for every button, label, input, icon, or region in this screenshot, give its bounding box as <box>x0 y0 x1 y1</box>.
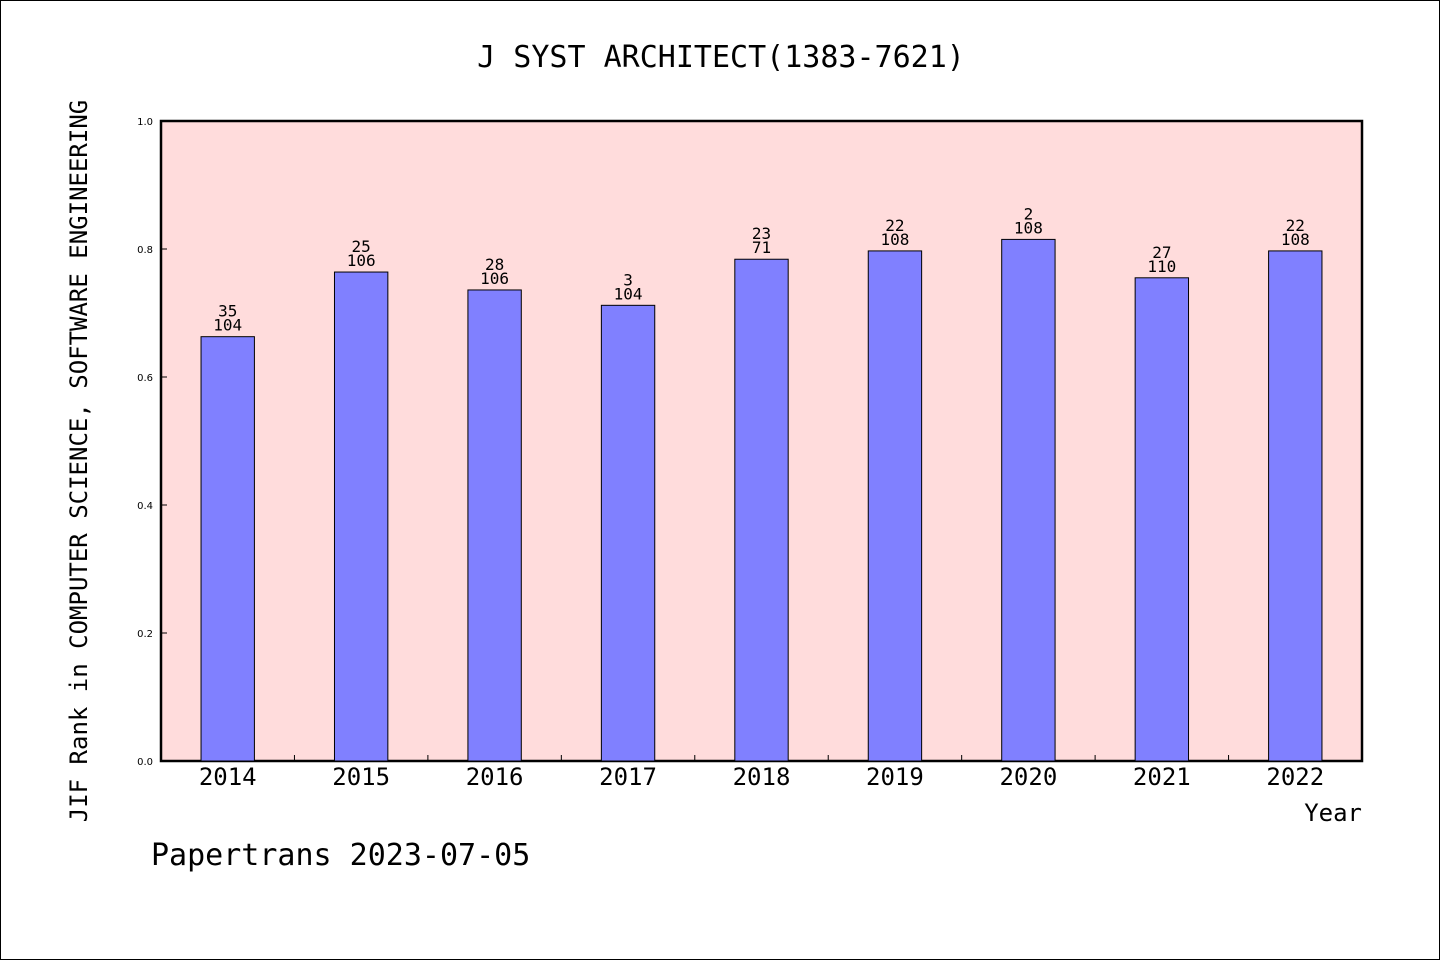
y-tick-label: 0.2 <box>137 629 153 640</box>
bar-rank-label: 35 <box>218 302 237 321</box>
bar-total-label: 71 <box>752 238 771 257</box>
bar-rank-label: 2 <box>1024 204 1034 223</box>
bar-2014 <box>200 336 255 762</box>
chart-title: J SYST ARCHITECT(1383-7621) <box>477 40 965 75</box>
bar-rank-label: 28 <box>485 255 504 274</box>
x-tick-label: 2018 <box>733 763 791 791</box>
y-axis-label: JIF Rank in COMPUTER SCIENCE, SOFTWARE E… <box>65 100 93 822</box>
bar-2017 <box>600 304 656 762</box>
y-tick-label: 1.0 <box>137 117 153 128</box>
bar-2019 <box>867 250 923 762</box>
y-tick-label: 0.8 <box>137 245 153 256</box>
x-tick-label: 2022 <box>1266 763 1324 791</box>
bar-total-label: 108 <box>1014 218 1043 237</box>
bar-total-label: 110 <box>1147 257 1176 276</box>
bar-total-label: 108 <box>880 230 909 249</box>
bar-rank-label: 25 <box>352 237 371 256</box>
bar-2021 <box>1134 277 1190 762</box>
x-axis-label: Year <box>1304 799 1362 827</box>
x-tick-label: 2019 <box>866 763 924 791</box>
x-tick-label: 2014 <box>199 763 257 791</box>
bar-total-label: 106 <box>347 251 376 270</box>
bar-rank-label: 23 <box>752 224 771 243</box>
bar-rank-label: 22 <box>885 216 904 235</box>
x-tick-label: 2021 <box>1133 763 1191 791</box>
x-tick-label: 2015 <box>332 763 390 791</box>
bar-total-label: 104 <box>213 316 242 335</box>
bar-rank-label: 3 <box>623 270 633 289</box>
bar-total-label: 108 <box>1281 230 1310 249</box>
y-axis-ticks: 0.0 0.2 0.4 0.6 0.8 1.0 <box>137 117 167 768</box>
bar-2016 <box>467 289 522 762</box>
bar-2022 <box>1268 250 1323 762</box>
bar-2020 <box>1001 238 1056 762</box>
bar-rank-label: 27 <box>1152 243 1171 262</box>
y-tick-label: 0.4 <box>137 501 153 512</box>
bar-2015 <box>333 271 389 762</box>
x-tick-label: 2017 <box>599 763 657 791</box>
bar-rank-label: 22 <box>1286 216 1305 235</box>
bar-total-label: 106 <box>480 269 509 288</box>
x-tick-label: 2016 <box>466 763 524 791</box>
footer-watermark: Papertrans 2023-07-05 <box>151 838 530 873</box>
x-axis-ticks: 2014 2015 2016 2017 2018 2019 2020 2021 2022 <box>199 755 1324 791</box>
x-tick-label: 2020 <box>999 763 1057 791</box>
y-tick-label: 0.6 <box>137 373 153 384</box>
bar-total-label: 104 <box>614 284 643 303</box>
y-tick-label: 0.0 <box>137 757 153 768</box>
bar-2018 <box>734 258 789 762</box>
